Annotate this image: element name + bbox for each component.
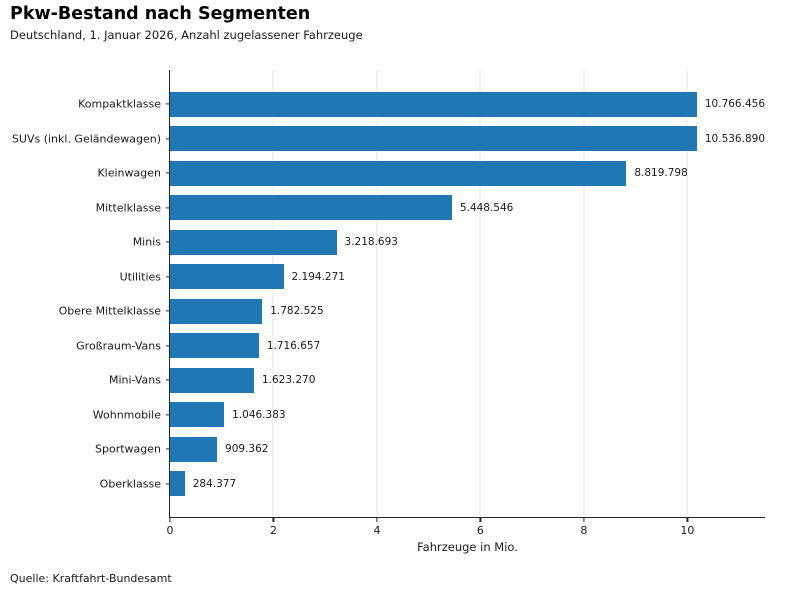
bar-row: Kleinwagen 8.819.798 <box>97 156 765 191</box>
bar-row: Minis 3.218.693 <box>133 225 765 260</box>
bar <box>170 367 254 393</box>
y-tick-mark <box>166 172 170 174</box>
bar-row: Sportwagen 909.362 <box>95 432 765 467</box>
value-label: 2.194.271 <box>291 270 345 283</box>
x-tick-mark <box>376 518 378 522</box>
x-axis-label: Fahrzeuge in Mio. <box>417 540 518 554</box>
value-label: 1.782.525 <box>270 305 324 318</box>
bar <box>170 195 452 221</box>
value-label: 10.536.890 <box>704 132 765 145</box>
value-label: 909.362 <box>225 443 269 456</box>
bar <box>170 264 284 290</box>
bar-row: Mini-Vans 1.623.270 <box>109 363 765 398</box>
category-label: Obere Mittelklasse <box>58 304 161 318</box>
y-tick-mark <box>166 379 170 381</box>
value-label: 1.046.383 <box>232 408 286 421</box>
y-tick-mark <box>166 207 170 209</box>
x-tick-label: 0 <box>166 524 174 537</box>
gridline-x-6 <box>479 70 481 517</box>
category-label: Minis <box>132 235 161 249</box>
category-label: Sportwagen <box>95 442 161 456</box>
category-label: Großraum-Vans <box>76 339 161 353</box>
y-tick-mark <box>166 414 170 416</box>
bar-row: Obere Mittelklasse 1.782.525 <box>59 294 765 329</box>
y-tick-mark <box>166 483 170 485</box>
gridline-x-4 <box>376 70 378 517</box>
bar <box>170 298 263 324</box>
bar <box>170 333 259 359</box>
chart-title: Pkw-Bestand nach Segmenten <box>10 4 311 24</box>
value-label: 1.716.657 <box>266 339 321 352</box>
y-tick-mark <box>166 345 170 347</box>
category-label: Kleinwagen <box>97 166 161 180</box>
x-tick-label: 4 <box>373 524 381 537</box>
bar <box>170 229 337 255</box>
bar-row: Kompaktklasse 10.766.456 <box>78 87 765 122</box>
y-tick-mark <box>166 310 170 312</box>
category-label: Oberklasse <box>99 477 161 491</box>
value-label: 8.819.798 <box>634 167 688 180</box>
gridline-x-2 <box>272 70 274 517</box>
bar-row: Utilities 2.194.271 <box>120 260 765 295</box>
value-label: 10.766.456 <box>704 98 765 111</box>
value-label: 5.448.546 <box>459 201 514 214</box>
category-label: SUVs (inkl. Geländewagen) <box>11 132 161 146</box>
y-tick-mark <box>166 103 170 105</box>
source-note: Quelle: Kraftfahrt-Bundesamt <box>10 572 172 585</box>
category-label: Mini-Vans <box>108 373 161 387</box>
bar-rows: Kompaktklasse 10.766.456 SUVs (inkl. Gelän… <box>12 70 765 517</box>
value-label: 3.218.693 <box>344 236 398 249</box>
x-tick-label: 8 <box>580 524 588 537</box>
bar <box>170 91 697 117</box>
bar-row: SUVs (inkl. Geländewagen) 10.536.890 <box>12 122 765 157</box>
chart-subtitle: Deutschland, 1. Januar 2026, Anzahl zuge… <box>10 28 363 42</box>
bar-row: Wohnmobile 1.046.383 <box>93 398 765 433</box>
x-tick-mark <box>272 518 275 522</box>
bar <box>170 402 225 428</box>
category-label: Kompaktklasse <box>78 97 161 111</box>
bar-row: Oberklasse 284.377 <box>100 467 765 502</box>
bar-row: Großraum-Vans 1.716.657 <box>76 329 765 364</box>
x-tick-label: 2 <box>269 524 277 537</box>
y-tick-mark <box>166 241 170 243</box>
category-label: Mittelklasse <box>95 201 161 215</box>
bar <box>170 471 185 497</box>
category-label: Wohnmobile <box>92 408 161 422</box>
y-tick-mark <box>166 448 170 450</box>
y-tick-mark <box>166 138 170 140</box>
x-tick-label: 10 <box>680 524 695 537</box>
y-tick-mark <box>166 276 170 278</box>
bar <box>170 436 218 462</box>
value-label: 1.623.270 <box>261 374 316 387</box>
bar <box>170 160 627 186</box>
gridline-x-10 <box>686 70 688 517</box>
value-label: 284.377 <box>192 477 237 490</box>
x-tick-mark <box>583 518 585 522</box>
x-tick-label: 6 <box>476 524 484 537</box>
bar-row: Mittelklasse 5.448.546 <box>96 191 765 226</box>
x-tick-mark <box>686 518 688 522</box>
x-tick-mark <box>169 518 171 522</box>
category-label: Utilities <box>119 270 161 284</box>
plot-area: Kompaktklasse 10.766.456 SUVs (inkl. Gelän… <box>12 70 765 554</box>
bar <box>170 126 697 152</box>
x-tick-mark <box>479 518 482 522</box>
gridline-x-8 <box>583 70 585 517</box>
